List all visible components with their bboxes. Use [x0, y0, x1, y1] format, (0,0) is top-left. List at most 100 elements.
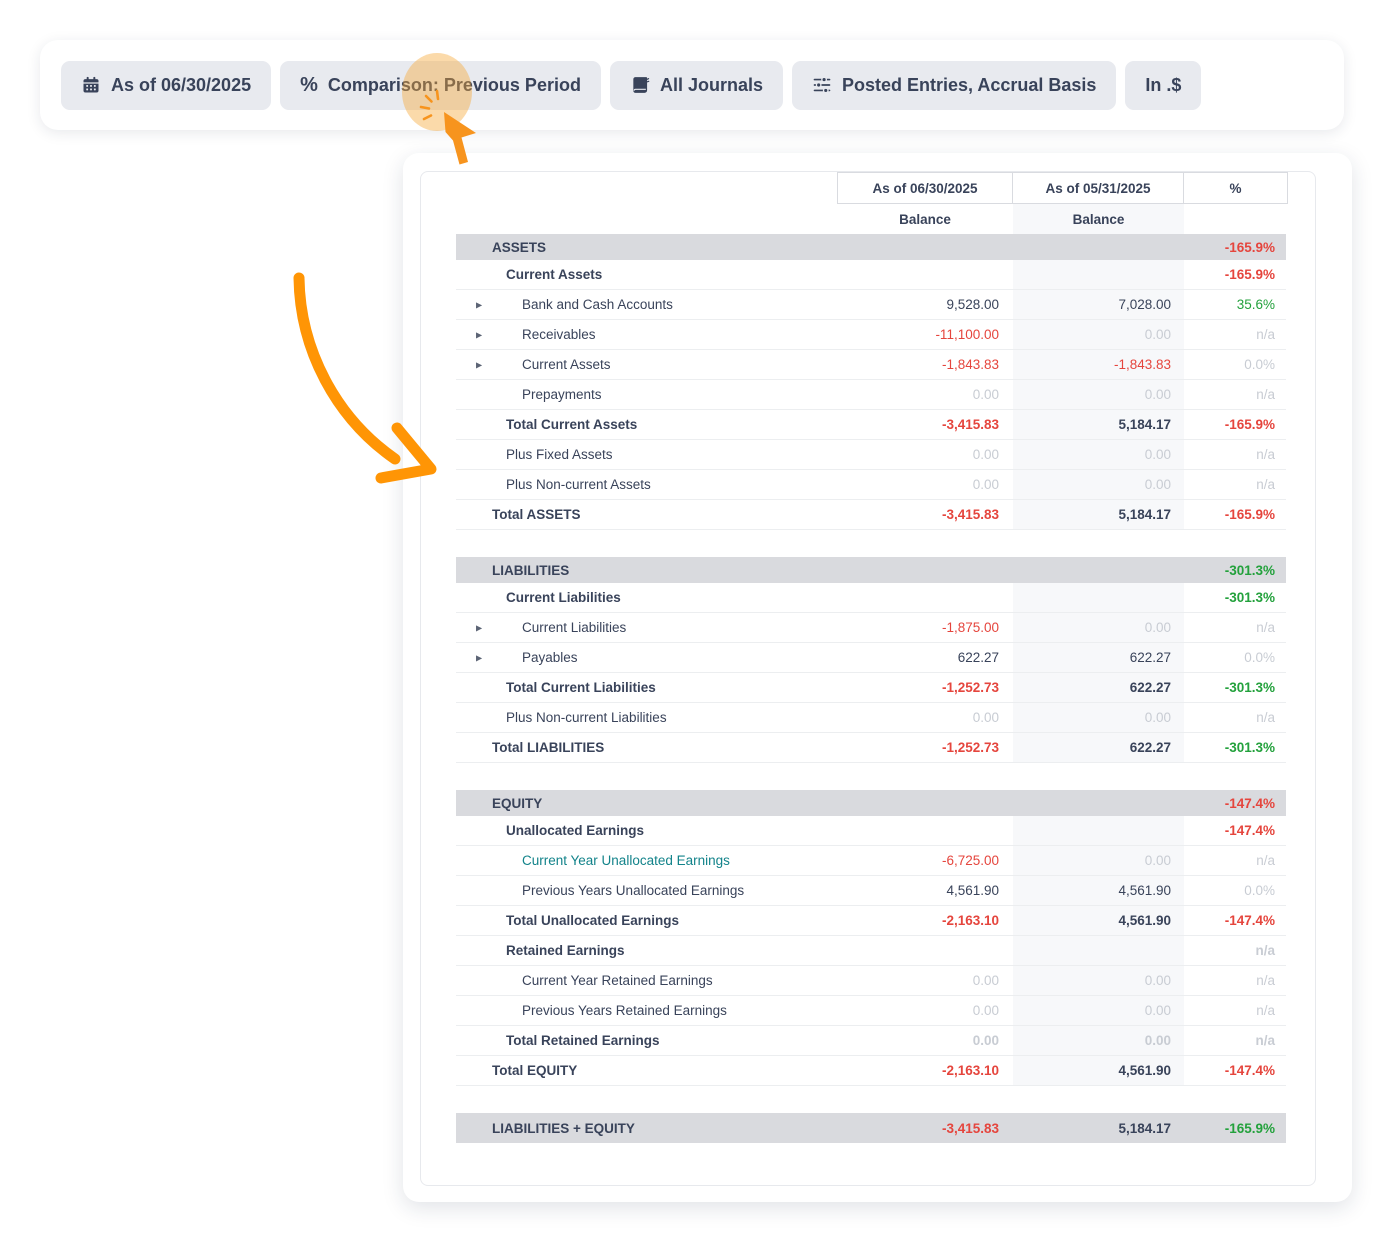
expand-caret-icon[interactable]: ▶: [476, 623, 483, 632]
section-row[interactable]: LIABILITIES + EQUITY -3,415.83 5,184.17 -16…: [456, 1113, 1286, 1143]
account-label: Plus Fixed Assets: [506, 447, 613, 462]
balance-cell: [837, 790, 1013, 816]
account-name-cell: Total Unallocated Earnings: [456, 906, 837, 935]
percent-cell: -301.3%: [1224, 590, 1275, 605]
balance-cell: [1013, 936, 1184, 965]
balance-subheader-period1: Balance: [899, 211, 951, 227]
account-name-cell: Total Current Assets: [456, 410, 837, 439]
percent-cell: -301.3%: [1224, 740, 1275, 755]
subheader-name-spacer: [456, 204, 837, 234]
table-row: ▶ Current Assets -1,843.83 -1,843.83 0.0%: [456, 350, 1286, 380]
percent-cell: -301.3%: [1224, 562, 1275, 578]
expand-caret-icon[interactable]: ▶: [476, 300, 483, 309]
section-gap: [456, 530, 1286, 557]
percent-cell: -301.3%: [1224, 680, 1275, 695]
account-label: Total ASSETS: [492, 507, 581, 522]
subheader-percent-spacer: [1184, 204, 1288, 234]
expand-caret-icon[interactable]: ▶: [476, 330, 483, 339]
balance-cell: 0.00: [1013, 846, 1184, 875]
table-row: Plus Non-current Liabilities 0.00 0.00 n/a: [456, 703, 1286, 733]
table-row: Current Year Retained Earnings 0.00 0.00 n/…: [456, 966, 1286, 996]
report-card: As of 06/30/2025 As of 05/31/2025 % Bala…: [403, 153, 1352, 1202]
table-row: Prepayments 0.00 0.00 n/a: [456, 380, 1286, 410]
account-label: Previous Years Unallocated Earnings: [522, 883, 745, 898]
account-name-cell: Current Liabilities: [456, 583, 837, 612]
balance-sheet-table: As of 06/30/2025 As of 05/31/2025 % Bala…: [421, 172, 1315, 1167]
table-row: ▶ Payables 622.27 622.27 0.0%: [456, 643, 1286, 673]
date-filter-label: As of 06/30/2025: [111, 74, 252, 95]
section-row[interactable]: ASSETS -165.9%: [456, 234, 1286, 260]
account-label: Total Unallocated Earnings: [506, 913, 680, 928]
balance-cell: 0.00: [1013, 966, 1184, 995]
sliders-icon: [812, 75, 832, 95]
balance-cell: -6,725.00: [941, 853, 999, 868]
balance-cell: [1013, 557, 1184, 583]
balance-cell: [837, 936, 1013, 965]
table-row: Total Current Liabilities -1,252.73 622.27…: [456, 673, 1286, 703]
account-name-cell: LIABILITIES: [456, 557, 837, 583]
percent-cell: -147.4%: [1224, 823, 1275, 838]
percent-cell: n/a: [1256, 477, 1275, 492]
account-name-cell: ▶ Current Liabilities: [456, 613, 837, 642]
account-label: Total Retained Earnings: [506, 1033, 660, 1048]
comparison-filter-button[interactable]: % Comparison: Previous Period: [280, 60, 601, 110]
expand-caret-icon[interactable]: ▶: [476, 653, 483, 662]
balance-cell: -3,415.83: [941, 1120, 999, 1136]
table-subheader: Balance Balance: [456, 204, 1286, 234]
balance-cell: 0.00: [972, 387, 999, 402]
account-name-cell: Previous Years Retained Earnings: [456, 996, 837, 1025]
balance-cell: 0.00: [1013, 703, 1184, 732]
currency-filter-button[interactable]: In .$: [1125, 60, 1202, 110]
table-body: ASSETS -165.9% Current Assets -165.9% ▶ Bank …: [456, 234, 1286, 1143]
table-row: Plus Fixed Assets 0.00 0.00 n/a: [456, 440, 1286, 470]
balance-subheader-period2: Balance: [1013, 204, 1184, 234]
table-row: Current Assets -165.9%: [456, 260, 1286, 290]
account-name-cell: EQUITY: [456, 790, 837, 816]
balance-cell: -2,163.10: [941, 913, 999, 928]
balance-cell: 5,184.17: [1118, 1120, 1171, 1136]
table-row: ▶ Receivables -11,100.00 0.00 n/a: [456, 320, 1286, 350]
percent-icon: %: [300, 74, 318, 96]
journals-filter-button[interactable]: All Journals: [609, 60, 783, 110]
options-filter-button[interactable]: Posted Entries, Accrual Basis: [791, 60, 1117, 110]
percent-cell: n/a: [1255, 1033, 1275, 1048]
balance-cell: 622.27: [1013, 643, 1184, 672]
account-label: Previous Years Retained Earnings: [522, 1003, 727, 1018]
percent-cell: -165.9%: [1224, 1120, 1275, 1136]
balance-cell: [837, 260, 1013, 289]
table-row: Unallocated Earnings -147.4%: [456, 816, 1286, 846]
account-label: Current Year Retained Earnings: [522, 973, 713, 988]
account-label: Total Current Liabilities: [506, 680, 656, 695]
balance-cell: 9,528.00: [946, 297, 999, 312]
percent-cell: n/a: [1256, 387, 1275, 402]
percent-cell: n/a: [1256, 710, 1275, 725]
balance-cell: -1,843.83: [1013, 350, 1184, 379]
account-label: EQUITY: [492, 795, 543, 811]
balance-cell: -11,100.00: [935, 327, 999, 342]
journals-filter-label: All Journals: [659, 74, 763, 95]
section-row[interactable]: EQUITY -147.4%: [456, 790, 1286, 816]
balance-cell: -2,163.10: [941, 1063, 999, 1078]
percent-cell: n/a: [1256, 1003, 1275, 1018]
account-name-cell: Total Retained Earnings: [456, 1026, 837, 1055]
balance-cell: 4,561.90: [1013, 906, 1184, 935]
balance-cell: 0.00: [1013, 470, 1184, 499]
date-filter-button[interactable]: As of 06/30/2025: [61, 60, 272, 110]
balance-cell: [837, 583, 1013, 612]
balance-cell: [1013, 790, 1184, 816]
percent-cell: 0.0%: [1244, 883, 1275, 898]
account-label: Retained Earnings: [506, 943, 625, 958]
balance-cell: 7,028.00: [1013, 290, 1184, 319]
account-label: Current Liabilities: [522, 620, 627, 635]
account-label: Current Assets: [506, 267, 603, 282]
table-row: Total Current Assets -3,415.83 5,184.17 -16…: [456, 410, 1286, 440]
percent-cell: -165.9%: [1224, 507, 1275, 522]
account-link[interactable]: Current Year Unallocated Earnings: [522, 853, 730, 868]
section-row[interactable]: LIABILITIES -301.3%: [456, 557, 1286, 583]
section-gap: [456, 763, 1286, 790]
table-header: As of 06/30/2025 As of 05/31/2025 %: [456, 172, 1288, 204]
table-row: Current Year Unallocated Earnings -6,725.…: [456, 846, 1286, 876]
expand-caret-icon[interactable]: ▶: [476, 360, 483, 369]
balance-cell: -1,875.00: [941, 620, 999, 635]
account-name-cell: Plus Non-current Liabilities: [456, 703, 837, 732]
